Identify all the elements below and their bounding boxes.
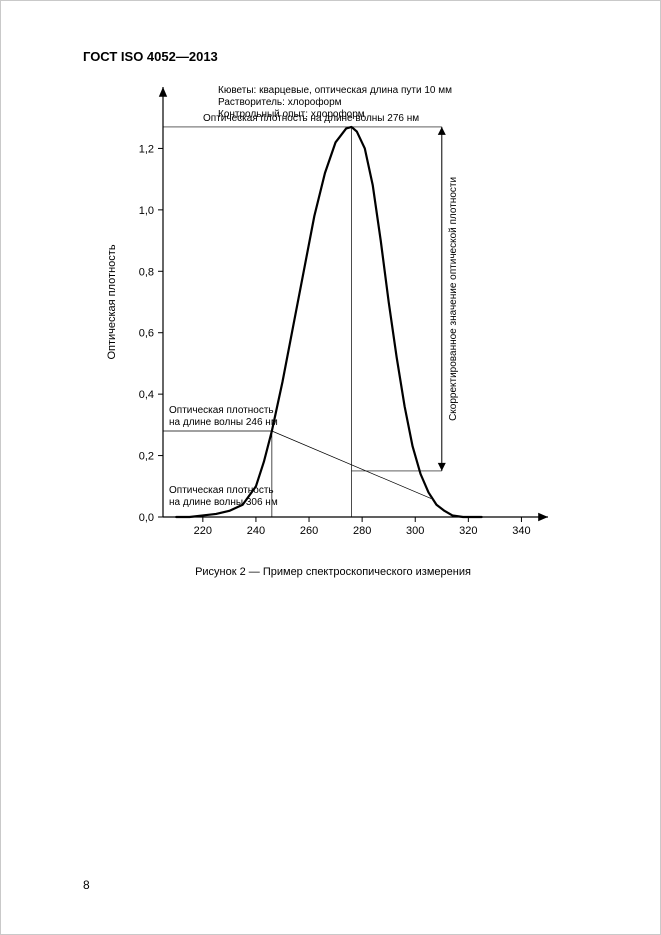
svg-text:Оптическая плотность: Оптическая плотность bbox=[169, 405, 274, 416]
spectroscopy-chart: 0,0 0,2 0,4 0,6 0,8 1,0 1,2 220 240 260 280 300 320 3… bbox=[83, 77, 583, 547]
svg-text:280: 280 bbox=[353, 525, 371, 537]
svg-text:Скорректированное значение опт: Скорректированное значение оптической пл… bbox=[448, 177, 459, 421]
svg-text:340: 340 bbox=[512, 525, 530, 537]
svg-text:1,2: 1,2 bbox=[139, 143, 154, 155]
chart-container: 0,0 0,2 0,4 0,6 0,8 1,0 1,2 220 240 260 280 300 320 3… bbox=[83, 77, 583, 577]
svg-text:300: 300 bbox=[406, 525, 424, 537]
svg-text:Оптическая плотность на длине: Оптическая плотность на длине волны 276 … bbox=[203, 113, 419, 124]
svg-text:Растворитель: хлороформ: Растворитель: хлороформ bbox=[218, 96, 342, 108]
svg-text:1,0: 1,0 bbox=[139, 205, 154, 217]
svg-text:Оптическая плотность: Оптическая плотность bbox=[169, 485, 274, 496]
svg-text:260: 260 bbox=[300, 525, 318, 537]
figure-caption: Рисунок 2 — Пример спектроскопического и… bbox=[83, 566, 583, 578]
svg-text:на длине волны 306 нм: на длине волны 306 нм bbox=[169, 497, 278, 508]
svg-text:0,4: 0,4 bbox=[139, 389, 154, 401]
svg-text:Оптическая плотность: Оптическая плотность bbox=[106, 244, 118, 359]
svg-text:0,6: 0,6 bbox=[139, 328, 154, 340]
svg-text:320: 320 bbox=[459, 525, 477, 537]
svg-text:на длине волны 246 нм: на длине волны 246 нм bbox=[169, 417, 278, 428]
doc-header: ГОСТ ISO 4052—2013 bbox=[83, 49, 218, 64]
page: ГОСТ ISO 4052—2013 0,0 0,2 0,4 0,6 0,8 1,0 1,2… bbox=[0, 0, 661, 935]
svg-text:220: 220 bbox=[194, 525, 212, 537]
svg-text:0,2: 0,2 bbox=[139, 451, 154, 463]
svg-text:Кюветы: кварцевые, оптическая: Кюветы: кварцевые, оптическая длина пути… bbox=[218, 85, 452, 96]
svg-text:0,8: 0,8 bbox=[139, 266, 154, 278]
svg-text:0,0: 0,0 bbox=[139, 512, 154, 524]
svg-text:240: 240 bbox=[247, 525, 265, 537]
page-number: 8 bbox=[83, 878, 90, 892]
